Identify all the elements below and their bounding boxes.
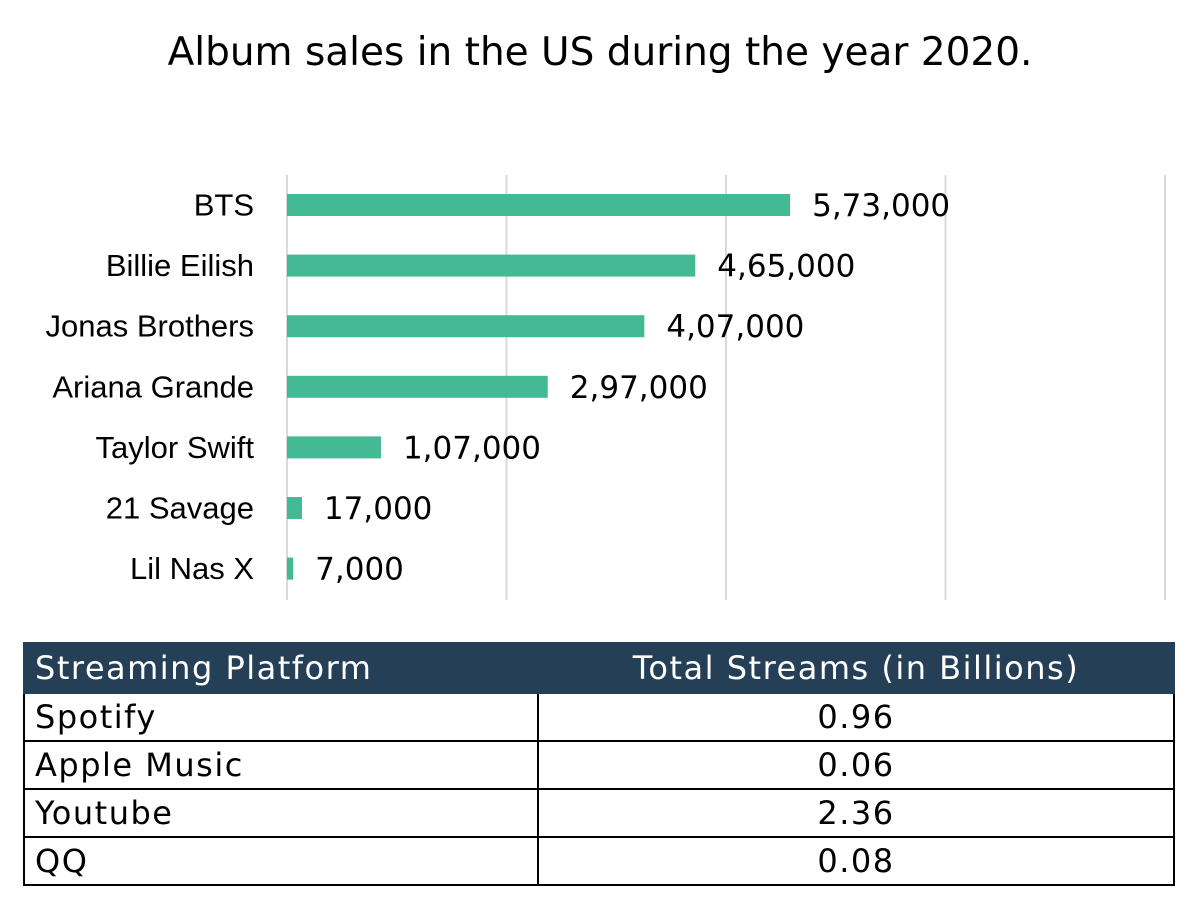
- data-label: 7,000: [315, 552, 404, 588]
- header-total-streams: Total Streams (in Billions): [537, 642, 1175, 694]
- bar: [287, 436, 381, 459]
- streams-cell: 2.36: [537, 788, 1175, 838]
- bar: [287, 254, 696, 277]
- category-label: Taylor Swift: [96, 430, 255, 465]
- table-row: Spotify 0.96: [23, 692, 1175, 742]
- platform-cell: QQ: [23, 836, 539, 886]
- table-row: QQ 0.08: [23, 836, 1175, 886]
- platform-cell: Apple Music: [23, 740, 539, 790]
- data-label: 1,07,000: [403, 430, 541, 466]
- streams-cell: 0.08: [537, 836, 1175, 886]
- header-streaming-platform: Streaming Platform: [23, 642, 539, 694]
- data-label: 2,97,000: [570, 370, 708, 406]
- platform-cell: Youtube: [23, 788, 539, 838]
- category-label: 21 Savage: [106, 491, 254, 526]
- chart-title: Album sales in the US during the year 20…: [167, 30, 1033, 75]
- streams-cell: 0.96: [537, 692, 1175, 742]
- data-label: 4,07,000: [666, 309, 804, 345]
- data-label: 4,65,000: [717, 249, 855, 285]
- streaming-table-container: Streaming Platform Total Streams (in Bil…: [23, 642, 1175, 886]
- bar: [287, 194, 791, 216]
- streaming-table: Streaming Platform Total Streams (in Bil…: [23, 642, 1175, 886]
- category-label: Ariana Grande: [52, 369, 254, 404]
- bar: [287, 557, 294, 580]
- category-label: BTS: [194, 188, 254, 223]
- category-label: Jonas Brothers: [46, 309, 255, 344]
- table-header-row: Streaming Platform Total Streams (in Bil…: [23, 642, 1175, 694]
- bar: [287, 375, 548, 398]
- data-label: 17,000: [324, 491, 432, 527]
- data-label: 5,73,000: [812, 188, 950, 224]
- bar: [287, 315, 645, 338]
- streams-cell: 0.06: [537, 740, 1175, 790]
- table-row: Youtube 2.36: [23, 788, 1175, 838]
- bar: [287, 497, 302, 519]
- category-label: Lil Nas X: [130, 551, 254, 586]
- category-label: Billie Eilish: [106, 248, 254, 283]
- table-row: Apple Music 0.06: [23, 740, 1175, 790]
- platform-cell: Spotify: [23, 692, 539, 742]
- bar-chart: BTS 5,73,000 Billie Eilish 4,65,000 Jonas Br…: [46, 175, 1166, 600]
